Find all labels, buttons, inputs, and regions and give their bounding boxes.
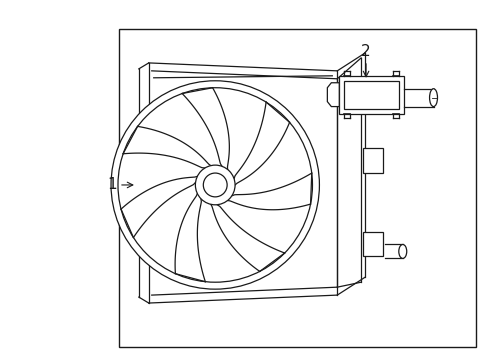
Bar xyxy=(362,148,382,173)
Circle shape xyxy=(118,88,312,282)
Ellipse shape xyxy=(428,89,437,107)
Circle shape xyxy=(195,165,235,205)
Text: 2: 2 xyxy=(361,44,370,59)
Bar xyxy=(339,76,403,113)
Bar xyxy=(344,81,398,109)
Bar xyxy=(119,29,475,347)
Ellipse shape xyxy=(398,244,406,258)
Circle shape xyxy=(203,173,226,197)
Bar xyxy=(362,231,382,256)
Polygon shape xyxy=(326,83,339,107)
Text: 1: 1 xyxy=(107,177,117,193)
Circle shape xyxy=(111,81,319,289)
